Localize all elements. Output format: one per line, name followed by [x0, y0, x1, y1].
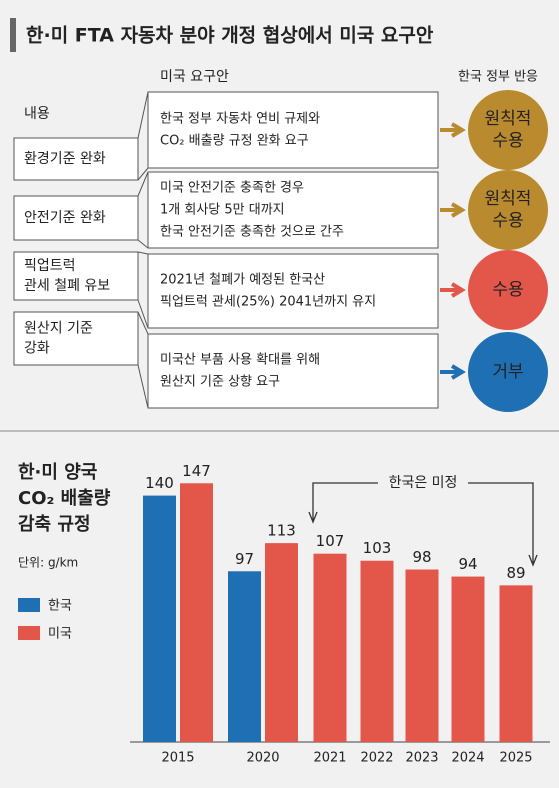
arrow [440, 364, 466, 380]
demand-text: 1개 회사당 5만 대까지 [160, 203, 285, 218]
page-title: 한·미 FTA 자동차 분야 개정 협상에서 미국 요구안 [26, 25, 434, 47]
item-box [13, 195, 139, 241]
demand-box [147, 333, 439, 409]
response-label: 원칙적 [485, 109, 532, 129]
x-tick-label: 2022 [360, 751, 393, 766]
demand-text: 한국 안전기준 충족한 것으로 간주 [160, 225, 344, 240]
demand-text: 미국산 부품 사용 확대를 위해 [160, 353, 320, 368]
demand-text: 2021년 철폐가 예정된 한국산 [160, 273, 325, 288]
annotation-bracket [308, 482, 538, 567]
column-header: 한국 정부 반응 [458, 70, 538, 85]
value-label: 94 [458, 555, 477, 573]
bar [313, 553, 347, 742]
response-label: 수용 [492, 280, 523, 300]
response-label: 원칙적 [485, 189, 532, 209]
response-circle [468, 332, 548, 412]
demand-text: 한국 정부 자동차 연비 규제와 [160, 112, 320, 127]
demand-box [147, 91, 439, 169]
connector [137, 171, 149, 249]
value-label: 103 [363, 539, 392, 557]
bar [499, 585, 533, 742]
bar [451, 576, 485, 742]
column-header: 미국 요구안 [160, 69, 229, 85]
bar [143, 495, 176, 742]
item-box [13, 311, 139, 366]
unit-label: 단위: g/km [18, 556, 78, 570]
chart-title: 한·미 양국 [18, 462, 97, 483]
arrow [440, 202, 466, 218]
annotation: 한국은 미정 [389, 475, 458, 491]
chart-title: 감축 규정 [18, 514, 91, 535]
x-tick-label: 2025 [499, 751, 532, 766]
bar [180, 483, 213, 742]
value-label: 98 [412, 548, 431, 566]
value-label: 147 [182, 462, 211, 480]
bar [228, 571, 261, 742]
connector [137, 91, 149, 181]
item-box [13, 137, 139, 181]
x-tick-label: 2023 [405, 751, 438, 766]
demand-text: 픽업트럭 관세(25%) 2041년까지 유지 [160, 295, 376, 310]
x-tick-label: 2024 [451, 751, 484, 766]
legend-swatch [18, 598, 40, 612]
item-box [13, 251, 139, 301]
bar [265, 543, 298, 742]
demand-text: CO₂ 배출량 규정 완화 요구 [160, 134, 309, 149]
bar [405, 569, 439, 742]
demand-box [147, 253, 439, 329]
connector [137, 311, 149, 409]
value-label: 107 [316, 532, 345, 550]
chart-title: CO₂ 배출량 [18, 488, 111, 509]
value-label: 140 [145, 474, 174, 492]
response-label: 거부 [492, 362, 523, 382]
title-marker [10, 18, 16, 52]
response-circle [468, 90, 548, 170]
x-tick-label: 2020 [246, 751, 279, 766]
item-label: 원산지 기준 [24, 321, 93, 337]
x-tick-label: 2015 [161, 751, 194, 766]
arrow [440, 122, 466, 138]
response-circle [468, 250, 548, 330]
value-label: 97 [235, 550, 254, 568]
demand-text: 미국 안전기준 충족한 경우 [160, 181, 304, 196]
item-label: 환경기준 완화 [24, 151, 106, 167]
x-tick-label: 2021 [313, 751, 346, 766]
item-label: 강화 [24, 341, 50, 357]
response-label: 수용 [492, 131, 523, 151]
legend-label: 미국 [48, 627, 72, 642]
response-circle [468, 170, 548, 250]
demand-box [147, 171, 439, 249]
value-label: 113 [267, 522, 296, 540]
legend-label: 한국 [48, 599, 72, 614]
response-label: 수용 [492, 211, 523, 231]
item-label: 픽업트럭 [24, 258, 76, 274]
value-label: 89 [506, 564, 525, 582]
column-header: 내용 [24, 106, 50, 122]
item-label: 안전기준 완화 [24, 210, 106, 226]
arrow [440, 282, 466, 298]
item-label: 관세 철폐 유보 [24, 278, 110, 294]
demand-text: 원산지 기준 상향 요구 [160, 375, 280, 390]
legend-swatch [18, 626, 40, 640]
bar [360, 560, 394, 742]
connector [137, 251, 149, 329]
